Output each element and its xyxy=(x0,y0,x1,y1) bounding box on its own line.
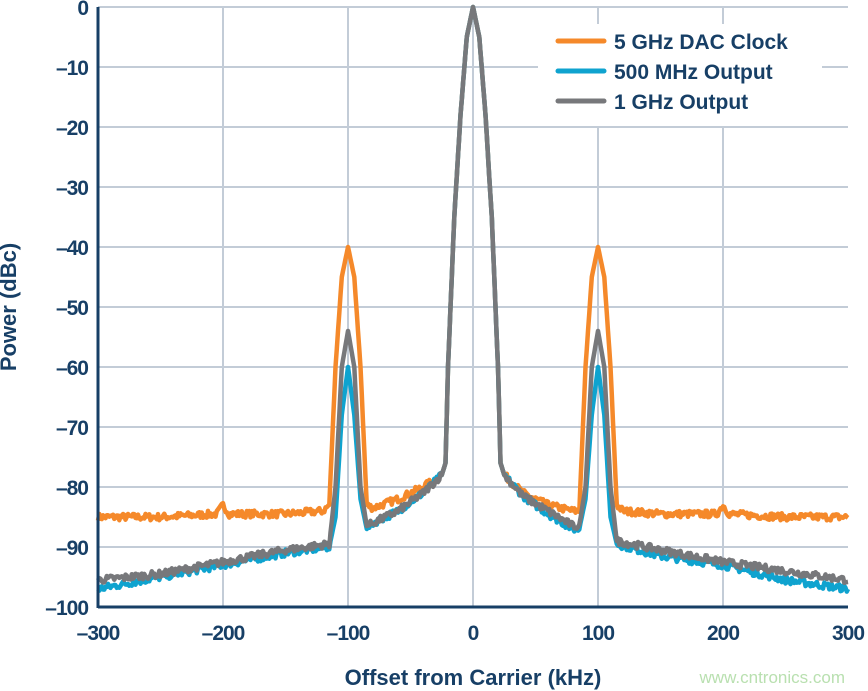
x-tick-label: –100 xyxy=(327,622,370,645)
y-tick-label: –10 xyxy=(56,57,88,80)
y-tick-label: –20 xyxy=(56,117,88,140)
y-tick-label: –90 xyxy=(56,537,88,560)
watermark: www.cntronics.com xyxy=(699,668,845,687)
x-tick-label: 100 xyxy=(582,622,614,645)
x-axis-label: Offset from Carrier (kHz) xyxy=(345,665,602,690)
x-tick-label: 300 xyxy=(832,622,864,645)
legend-label: 1 GHz Output xyxy=(614,91,748,114)
y-tick-label: –70 xyxy=(56,417,88,440)
y-tick-label: –80 xyxy=(56,477,88,500)
x-tick-label: –300 xyxy=(77,622,120,645)
y-axis-label: Power (dBc) xyxy=(0,243,21,371)
legend-label: 5 GHz DAC Clock xyxy=(614,31,788,54)
tick-labels: –300 –200 –100 0 100 200 300 0 –10 –20 –30 –40 –50 –6… xyxy=(45,0,865,645)
axes xyxy=(96,7,848,609)
series-line-1-ghz-output xyxy=(96,4,850,586)
legend-label: 500 MHz Output xyxy=(614,61,773,84)
series-group xyxy=(95,4,851,594)
legend: 5 GHz DAC Clock 500 MHz Output 1 GHz Outpu… xyxy=(555,31,788,114)
y-tick-label: 0 xyxy=(77,0,88,20)
x-tick-label: 200 xyxy=(707,622,739,645)
y-tick-label: –50 xyxy=(56,297,88,320)
y-tick-label: –30 xyxy=(56,177,88,200)
x-tick-label: 0 xyxy=(468,622,479,645)
y-tick-label: –40 xyxy=(56,237,88,260)
x-tick-label: –200 xyxy=(202,622,245,645)
y-tick-label: –100 xyxy=(45,597,88,620)
y-tick-label: –60 xyxy=(56,357,88,380)
